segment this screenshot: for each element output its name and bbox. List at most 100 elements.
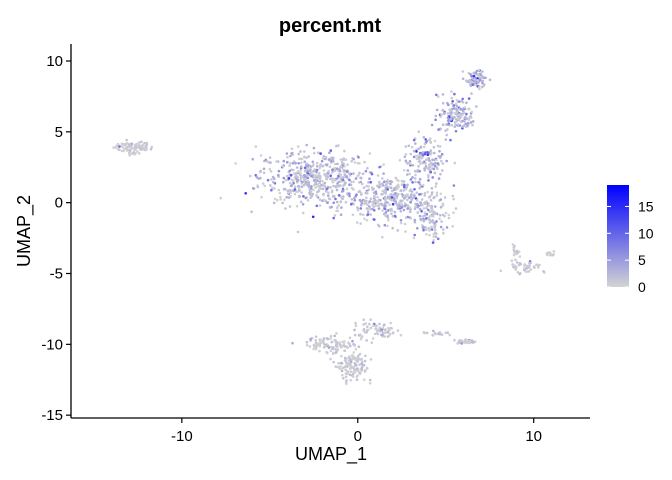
cell-point: [434, 118, 437, 122]
cell-point: [358, 333, 362, 337]
cell-point: [125, 138, 128, 142]
cell-point: [440, 152, 444, 156]
cell-point: [333, 338, 337, 342]
cell-point: [333, 334, 337, 338]
cell-point: [421, 215, 425, 218]
cell-point: [332, 184, 335, 188]
cell-point: [312, 188, 315, 192]
cell-point: [447, 119, 450, 122]
cell-point: [434, 223, 437, 227]
cell-point: [332, 156, 335, 160]
cell-point: [259, 176, 262, 180]
cell-point: [412, 193, 416, 196]
cell-point: [300, 182, 304, 185]
cell-point: [450, 96, 454, 100]
cell-point: [402, 189, 406, 192]
y-tick-label: 10: [46, 53, 63, 70]
cell-point: [138, 152, 141, 155]
cell-point: [303, 150, 306, 153]
cell-point: [428, 233, 431, 237]
cell-point: [305, 162, 309, 166]
cell-point: [408, 206, 412, 210]
cell-point: [449, 111, 453, 114]
cell-point: [332, 216, 336, 220]
cell-point: [360, 368, 364, 372]
cell-point: [465, 341, 469, 345]
cell-point: [273, 187, 276, 190]
cell-point: [404, 152, 408, 156]
cell-point: [251, 157, 254, 161]
cell-point: [314, 335, 318, 339]
cell-point: [300, 161, 303, 165]
cell-point: [376, 223, 380, 227]
cell-point: [469, 121, 473, 124]
cell-point: [382, 324, 386, 327]
cell-point: [122, 147, 126, 150]
cell-point: [324, 157, 327, 161]
cell-point: [306, 179, 309, 183]
cell-point: [333, 214, 337, 217]
cell-point: [538, 263, 541, 267]
cell-point: [416, 170, 419, 173]
cell-point: [295, 204, 299, 208]
cell-point: [379, 198, 382, 202]
cell-point: [425, 206, 429, 209]
cell-point: [393, 210, 397, 214]
cell-point: [355, 378, 359, 382]
cell-point: [322, 337, 326, 340]
cell-point: [297, 185, 301, 188]
cell-point: [268, 167, 272, 171]
cell-point: [390, 327, 394, 330]
y-axis-ticks: 10 5 0 -5 -10 -15: [41, 53, 71, 424]
cell-point: [285, 174, 289, 178]
cell-point: [458, 338, 462, 342]
cell-point: [343, 149, 346, 153]
cell-point: [415, 157, 419, 161]
cell-point: [516, 271, 520, 274]
cell-point: [332, 201, 336, 205]
cell-point: [353, 196, 356, 200]
cell-point: [305, 340, 309, 344]
cell-point: [527, 270, 531, 273]
cell-point: [422, 228, 425, 232]
cell-point: [417, 181, 420, 184]
cell-point: [437, 177, 441, 180]
cell-point: [445, 159, 449, 163]
cell-point: [400, 203, 404, 206]
cell-point: [456, 109, 460, 113]
cell-point: [354, 363, 357, 366]
cell-point: [477, 81, 480, 84]
cell-point: [441, 162, 445, 165]
cell-point: [408, 172, 411, 176]
cell-point: [436, 95, 440, 98]
cell-point: [313, 183, 316, 187]
cell-point: [399, 210, 403, 213]
cell-point: [348, 373, 352, 377]
cell-point: [400, 206, 404, 209]
cell-point: [337, 204, 340, 207]
cell-point: [315, 171, 318, 174]
cell-point: [404, 187, 408, 191]
cell-point: [335, 348, 339, 352]
cell-point: [346, 372, 350, 376]
cell-point: [328, 185, 332, 189]
cell-point: [434, 205, 437, 208]
cell-point: [318, 204, 322, 207]
cell-point: [290, 184, 293, 188]
cell-point: [132, 151, 135, 154]
cell-point: [444, 211, 448, 215]
cell-point: [514, 268, 518, 271]
cell-point: [467, 339, 471, 343]
cell-point: [351, 213, 355, 217]
cell-point: [282, 159, 286, 163]
cell-point: [314, 339, 318, 342]
cell-point: [302, 195, 305, 198]
cell-point: [377, 207, 381, 210]
cell-point: [450, 114, 453, 118]
cell-point: [450, 123, 454, 127]
cell-point: [291, 341, 294, 345]
cell-point: [308, 345, 312, 348]
cell-point: [350, 160, 354, 163]
cell-point: [350, 186, 354, 190]
colorbar-label: 15: [638, 198, 654, 214]
